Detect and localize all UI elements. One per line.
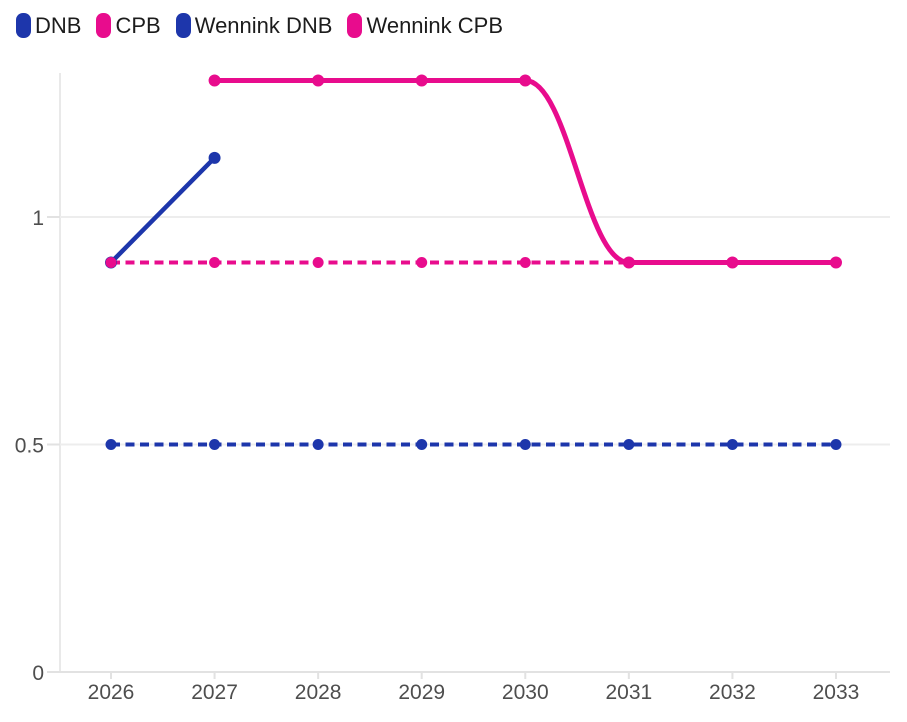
y-tick-label: 0.5 xyxy=(15,435,44,458)
legend-label: DNB xyxy=(35,12,82,38)
legend-label: Wennink CPB xyxy=(366,12,504,38)
data-point-wennink-cpb[interactable] xyxy=(416,257,428,268)
data-point-wennink-cpb[interactable] xyxy=(519,257,531,268)
legend-marker-icon xyxy=(16,13,31,38)
x-tick-label: 2033 xyxy=(813,681,860,704)
x-tick-label: 2026 xyxy=(88,681,135,704)
data-point-wennink-dnb[interactable] xyxy=(830,439,842,450)
data-point-wennink-dnb[interactable] xyxy=(623,439,635,450)
data-point-dnb[interactable] xyxy=(208,151,221,164)
data-point-wennink-cpb[interactable] xyxy=(726,257,738,268)
data-point-cpb[interactable] xyxy=(519,74,532,87)
legend-marker-icon xyxy=(175,13,191,38)
data-point-wennink-cpb[interactable] xyxy=(623,257,635,268)
x-tick-label: 2030 xyxy=(502,681,549,704)
x-tick-label: 2029 xyxy=(398,681,445,704)
x-tick-label: 2031 xyxy=(605,681,652,704)
y-tick-label: 0 xyxy=(32,662,44,685)
chart-legend: DNB CPB Wennink DNB Wennink CPB xyxy=(16,13,503,38)
legend-label: CPB xyxy=(115,12,161,38)
series-line-dnb xyxy=(109,156,217,265)
data-point-wennink-dnb[interactable] xyxy=(519,439,531,450)
legend-label: Wennink DNB xyxy=(194,12,333,38)
legend-item-wennink-dnb[interactable]: Wennink DNB xyxy=(175,12,333,38)
data-point-wennink-dnb[interactable] xyxy=(209,439,221,450)
data-point-cpb[interactable] xyxy=(312,74,325,87)
data-point-wennink-cpb[interactable] xyxy=(105,257,117,268)
data-point-wennink-cpb[interactable] xyxy=(830,257,842,268)
x-tick-label: 2027 xyxy=(191,681,238,704)
legend-marker-icon xyxy=(96,13,112,38)
data-point-cpb[interactable] xyxy=(415,74,428,87)
data-point-wennink-cpb[interactable] xyxy=(209,257,221,268)
data-point-wennink-cpb[interactable] xyxy=(312,257,324,268)
x-tick-label: 2032 xyxy=(709,681,756,704)
legend-item-wennink-cpb[interactable]: Wennink CPB xyxy=(347,13,503,38)
data-point-wennink-dnb[interactable] xyxy=(726,439,738,450)
x-tick-label: 2028 xyxy=(295,681,342,704)
y-tick-label: 1 xyxy=(32,207,44,230)
series-line-cpb xyxy=(214,77,836,265)
data-point-wennink-dnb[interactable] xyxy=(105,439,117,450)
data-point-wennink-dnb[interactable] xyxy=(416,439,428,450)
legend-marker-icon xyxy=(347,13,363,38)
data-point-wennink-dnb[interactable] xyxy=(312,439,324,450)
data-point-cpb[interactable] xyxy=(208,74,221,87)
legend-item-dnb[interactable]: DNB xyxy=(16,13,81,38)
legend-item-cpb[interactable]: CPB xyxy=(96,12,161,38)
